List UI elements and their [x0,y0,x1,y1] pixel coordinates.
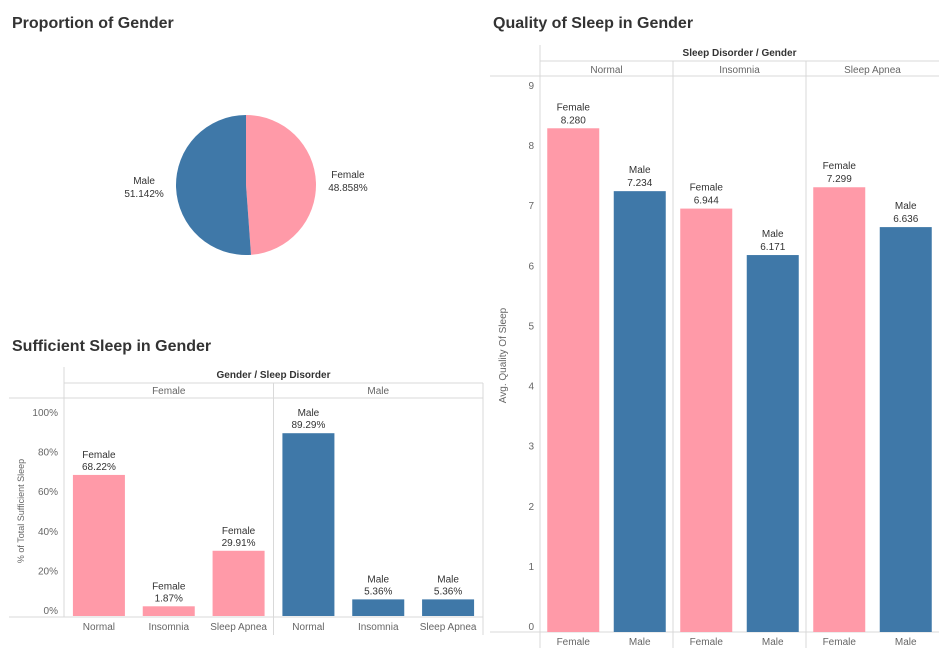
quality-ylabel: Avg. Quality Of Sleep [498,307,509,403]
sufficient-bar-series-label: Female [222,526,256,537]
sufficient-xtick: Sleep Apnea [210,622,267,633]
sufficient-bar-value-label: 89.29% [291,420,325,431]
sufficient-ytick: 60% [38,487,58,498]
sufficient-xtick: Sleep Apnea [420,622,477,633]
sufficient-ytick: 40% [38,527,58,538]
pie-value-female: 48.858% [328,183,368,194]
sufficient-bar-series-label: Female [82,450,116,461]
pie-chart-title: Proportion of Gender [12,15,174,32]
quality-bar-series-label: Female [690,183,724,194]
quality-bar-series-label: Male [895,201,917,212]
sufficient-bar-value-label: 5.36% [364,586,392,597]
sufficient-group-label: Female [152,386,186,397]
pie-slice-male [175,115,252,255]
quality-xtick: Female [557,637,591,648]
pie-label-female: Female [331,170,365,181]
sufficient-xtick: Normal [83,622,115,633]
quality-bar [613,191,666,632]
sufficient-ytick: 100% [32,408,58,419]
quality-ytick: 0 [528,622,534,633]
quality-bar-series-label: Male [629,165,651,176]
sufficient-bar-series-label: Male [437,574,459,585]
quality-group-label: Insomnia [719,65,760,76]
quality-bar [547,128,600,632]
sufficient-bar [142,606,195,616]
quality-bar-value-label: 6.171 [760,242,785,253]
quality-ytick: 3 [528,442,534,453]
quality-group-label: Normal [590,65,622,76]
quality-ytick: 5 [528,321,534,332]
quality-ytick: 1 [528,562,534,573]
quality-ytick: 9 [528,81,534,92]
sufficient-bar-series-label: Male [298,408,320,419]
pie-value-male: 51.142% [124,189,164,200]
quality-bar [879,227,932,632]
quality-ytick: 7 [528,201,534,212]
sufficient-bar-value-label: 68.22% [82,462,116,473]
quality-group-label: Sleep Apnea [844,65,901,76]
sufficient-header-label: Gender / Sleep Disorder [217,370,331,381]
quality-xtick: Male [629,637,651,648]
sufficient-bar-value-label: 5.36% [434,586,462,597]
sufficient-ytick: 0% [44,606,59,617]
sufficient-bar-series-label: Male [367,574,389,585]
sufficient-bar [72,474,125,616]
quality-bar-value-label: 6.636 [893,214,918,225]
quality-xtick: Male [895,637,917,648]
sufficient-ytick: 20% [38,566,58,577]
quality-xtick: Female [690,637,724,648]
pie-slice-female [246,115,316,255]
quality-chart-title: Quality of Sleep in Gender [493,15,694,32]
sufficient-bar [212,550,265,616]
sufficient-xtick: Insomnia [148,622,189,633]
quality-ytick: 2 [528,502,534,513]
quality-bar [680,208,733,632]
sufficient-chart-title: Sufficient Sleep in Gender [12,338,212,355]
quality-ytick: 6 [528,261,534,272]
sufficient-bar [282,433,335,616]
quality-bar-value-label: 8.280 [561,115,586,126]
quality-bar-series-label: Male [762,229,784,240]
quality-bar [813,187,866,632]
quality-bar-series-label: Female [557,102,591,113]
sufficient-ytick: 80% [38,448,58,459]
sufficient-xtick: Insomnia [358,622,399,633]
quality-xtick: Male [762,637,784,648]
quality-bar-value-label: 7.234 [627,178,652,189]
quality-xtick: Female [823,637,857,648]
quality-ytick: 4 [528,382,534,393]
sufficient-ylabel: % of Total Sufficient Sleep [16,459,26,563]
sufficient-bar [422,599,475,616]
quality-ytick: 8 [528,141,534,152]
quality-bar-value-label: 6.944 [694,196,719,207]
quality-bar [746,255,799,633]
quality-bar-series-label: Female [823,161,857,172]
sufficient-bar-value-label: 29.91% [222,538,256,549]
quality-header-label: Sleep Disorder / Gender [683,48,797,59]
sufficient-xtick: Normal [292,622,324,633]
sufficient-bar [352,599,405,616]
quality-bar-value-label: 7.299 [827,174,852,185]
sufficient-group-label: Male [367,386,389,397]
pie-label-male: Male [133,176,155,187]
sufficient-bar-value-label: 1.87% [155,593,183,604]
sufficient-bar-series-label: Female [152,581,186,592]
